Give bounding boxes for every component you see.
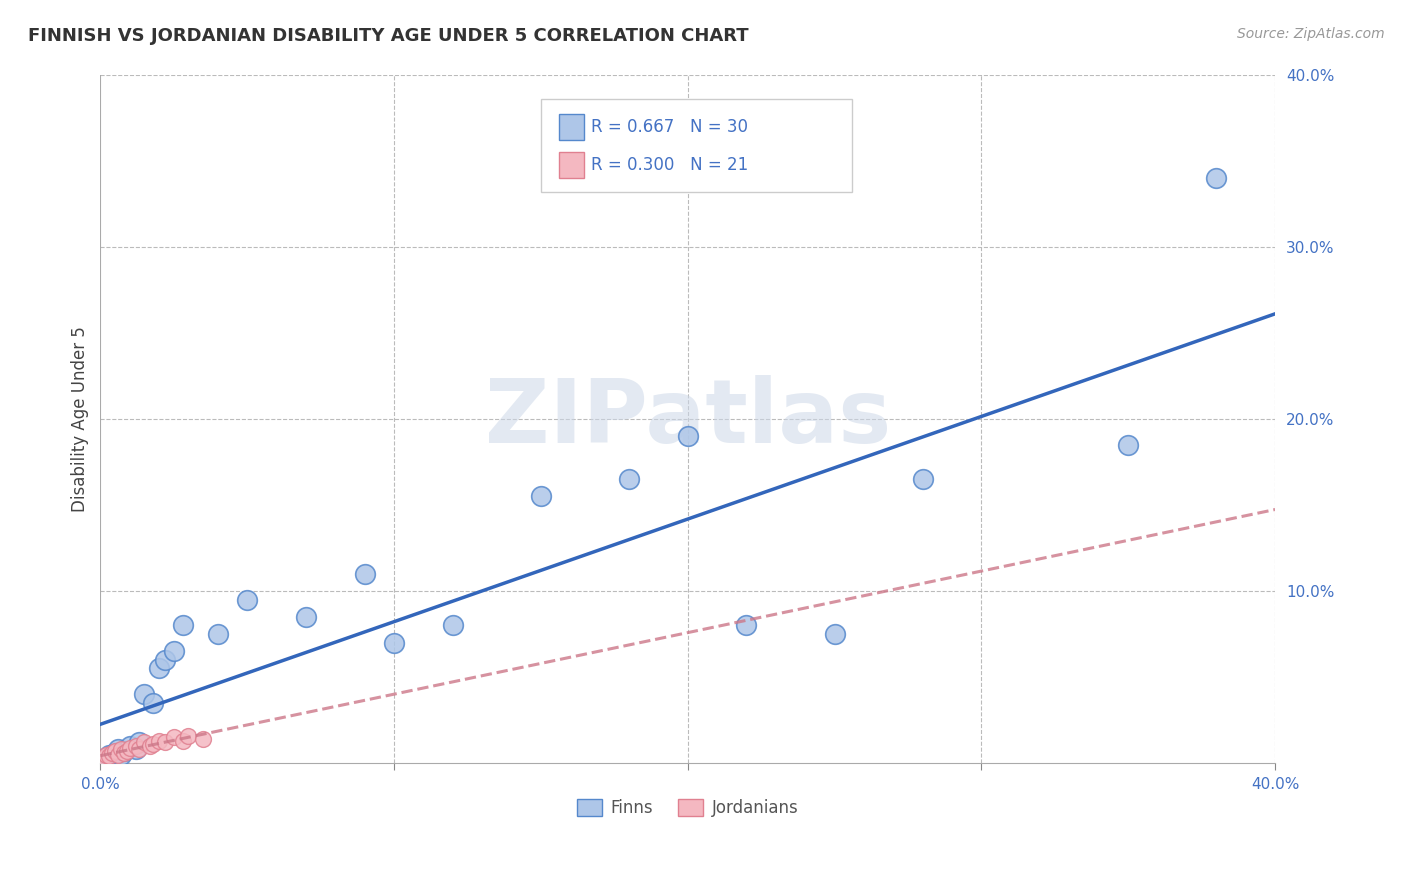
Y-axis label: Disability Age Under 5: Disability Age Under 5 [72,326,89,512]
Point [530,489,553,503]
Point [236,592,259,607]
Point [207,627,229,641]
Bar [558,114,585,140]
Point [172,618,194,632]
Point [118,740,141,755]
Point [441,618,464,632]
Point [153,653,176,667]
FancyBboxPatch shape [541,99,852,192]
Point [124,742,146,756]
Point [177,729,200,743]
Point [115,744,138,758]
Point [124,739,146,753]
Text: R = 0.300   N = 21: R = 0.300 N = 21 [592,156,748,174]
Point [295,609,318,624]
Point [107,742,129,756]
Point [98,749,121,764]
Point [101,749,124,764]
Point [353,566,375,581]
Point [101,746,124,760]
Point [617,472,640,486]
Point [142,696,165,710]
Text: ZIPatlas: ZIPatlas [485,376,891,462]
Point [139,739,162,753]
Point [112,744,135,758]
Point [911,472,934,486]
Point [148,733,170,747]
Text: FINNISH VS JORDANIAN DISABILITY AGE UNDER 5 CORRELATION CHART: FINNISH VS JORDANIAN DISABILITY AGE UNDE… [28,27,749,45]
Point [153,735,176,749]
Point [735,618,758,632]
Point [128,735,150,749]
Point [110,742,132,756]
Point [134,735,156,749]
Point [104,746,127,760]
Point [148,661,170,675]
Point [96,747,118,762]
Point [382,635,405,649]
Bar [558,152,585,178]
Point [91,751,114,765]
Point [824,627,846,641]
Point [107,747,129,762]
Point [1205,170,1227,185]
Point [104,744,127,758]
Point [112,746,135,760]
Legend: Finns, Jordanians: Finns, Jordanians [571,792,806,823]
Point [98,747,121,762]
Point [163,644,186,658]
Text: Source: ZipAtlas.com: Source: ZipAtlas.com [1237,27,1385,41]
Point [134,687,156,701]
Point [118,739,141,753]
Point [191,732,214,747]
Point [163,731,186,745]
Point [1116,437,1139,451]
Text: R = 0.667   N = 30: R = 0.667 N = 30 [592,118,748,136]
Point [128,742,150,756]
Point [110,747,132,762]
Point [172,733,194,747]
Point [96,751,118,765]
Point [142,737,165,751]
Point [676,429,699,443]
